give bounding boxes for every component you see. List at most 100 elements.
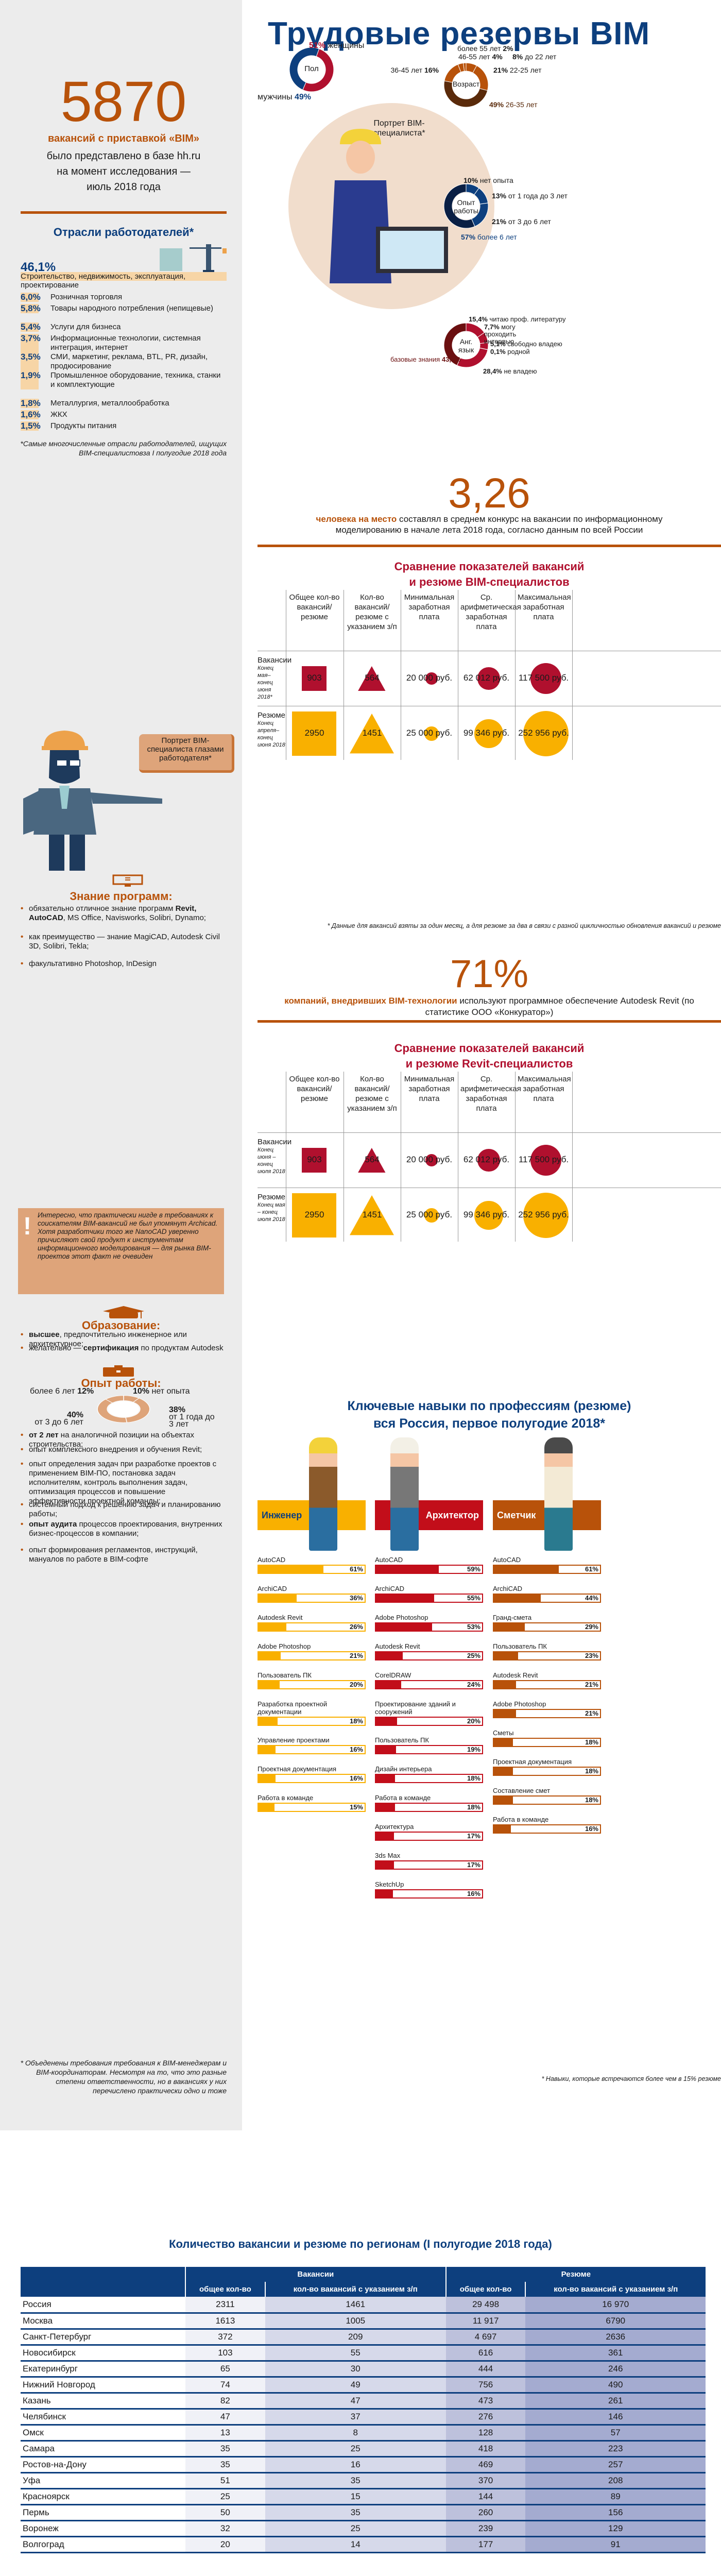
skill-pct: 55% — [467, 1594, 480, 1602]
compare-value: 117 500 руб. — [518, 1155, 569, 1164]
hero-number: 5870 — [60, 70, 187, 133]
skill-pct: 21% — [585, 1681, 598, 1688]
left-column — [0, 0, 242, 2130]
bullet-text: системный подход к решению задач и плани… — [29, 1500, 221, 1518]
compare-column-header: Общее кол-во вакансий/ резюме — [289, 593, 340, 621]
eng-fluent: 5,1% свободно владею — [490, 340, 562, 348]
region-row: Казань 82 47 473 261 — [21, 2393, 706, 2410]
region-value: 37 — [265, 2409, 446, 2426]
col-header: общее кол-во — [445, 2282, 526, 2297]
region-row: Красноярск 25 15 144 89 — [21, 2488, 706, 2505]
salary-count-triangle — [358, 1147, 386, 1173]
skill-label: ArchiCAD — [375, 1585, 405, 1592]
bullet-bold: высшее — [29, 1330, 60, 1339]
region-value: 257 — [525, 2456, 706, 2473]
skill-bar: 16% — [375, 1889, 483, 1899]
compare-value: 1451 — [362, 1210, 382, 1219]
region-row: Санкт-Петербург 372 209 4 697 2636 — [21, 2329, 706, 2346]
bullet-text: опыт определения задач при разработке пр… — [29, 1460, 217, 1505]
skill-label: ArchiCAD — [493, 1585, 523, 1592]
industry-item: 1,9% Промышленное оборудование, техника, … — [21, 371, 227, 389]
divider — [258, 545, 721, 547]
skill-item: AutoCAD 61% — [493, 1556, 601, 1574]
salary-circle — [530, 663, 561, 694]
skill-label: Autodesk Revit — [258, 1614, 303, 1621]
callout-box: ! Интересно, что практически нигде в тре… — [18, 1208, 224, 1294]
skill-bar-fill — [494, 1566, 559, 1573]
region-value: 25 — [265, 2441, 446, 2458]
region-value: 261 — [525, 2393, 706, 2410]
salary-circle — [523, 1193, 569, 1238]
skill-pct: 20% — [349, 1681, 363, 1688]
compare-column-header: Кол-во вакансий/резюме с указанием з/п — [347, 1075, 397, 1113]
region-name: Екатеринбург — [21, 2361, 185, 2378]
grid-line — [515, 1072, 516, 1242]
skill-bar-fill — [376, 1833, 394, 1840]
skill-bar: 25% — [375, 1651, 483, 1660]
region-name: Самара — [21, 2441, 185, 2458]
compare-value: 903 — [307, 673, 322, 683]
skill-bar: 18% — [375, 1774, 483, 1783]
region-value: 25 — [265, 2520, 446, 2537]
exp-3-6-label: 40% от 3 до 6 лет — [35, 1411, 83, 1427]
industry-label: Промышленное оборудование, техника, стан… — [50, 371, 221, 389]
region-row: Новосибирск 103 55 616 361 — [21, 2345, 706, 2362]
skill-item: Пользователь ПК 23% — [493, 1642, 601, 1660]
bullet-bold: сертификация — [83, 1344, 139, 1352]
industry-label: Услуги для бизнеса — [50, 323, 121, 331]
skill-label: Работа в команде — [258, 1794, 314, 1802]
region-name: Челябинск — [21, 2409, 185, 2426]
region-value: 35 — [185, 2456, 265, 2473]
compare-value: 99 346 руб. — [463, 1210, 510, 1219]
industry-label: Розничная торговля — [50, 293, 123, 301]
skill-label: Adobe Photoshop — [258, 1642, 311, 1650]
skill-bar-fill — [259, 1718, 278, 1725]
age-donut — [443, 62, 489, 108]
region-value: 223 — [525, 2441, 706, 2458]
region-name: Уфа — [21, 2472, 185, 2489]
skill-label: AutoCAD — [493, 1556, 521, 1564]
region-value: 8 — [265, 2425, 446, 2442]
industry-item: 1,6% ЖКХ — [21, 410, 227, 419]
exp-none: 10% нет опыта — [464, 176, 513, 184]
skill-label: AutoCAD — [258, 1556, 286, 1564]
bullet-item: опыт комплексного внедрения и обучения R… — [21, 1445, 224, 1454]
region-value: 246 — [525, 2361, 706, 2378]
region-value: 616 — [445, 2345, 526, 2362]
monitor-icon — [112, 874, 143, 888]
compare-title: Сравнение показателей вакансий и резюме B… — [394, 560, 585, 588]
regions-table: Вакансии Резюме общее кол-во кол-во вака… — [21, 2267, 706, 2553]
skill-bar-fill — [376, 1595, 435, 1602]
donut-segment — [443, 183, 475, 229]
col-header: кол-во вакансий с указанием з/п — [525, 2282, 706, 2297]
skill-bar-fill — [494, 1739, 513, 1746]
skill-label: Архитектура — [375, 1823, 414, 1831]
skill-bar-fill — [376, 1652, 403, 1659]
skill-bar: 24% — [375, 1680, 483, 1689]
region-value: 91 — [525, 2536, 706, 2553]
bullet-text: , MS Office, Navisworks, Solibri, Dynamo… — [63, 913, 206, 922]
compare-value: 252 956 руб. — [518, 1210, 569, 1219]
skill-bar: 16% — [258, 1745, 366, 1754]
compare-row-label: Вакансии Конец июня – конец июля 2018 — [258, 1138, 292, 1175]
skill-bar-fill — [494, 1652, 519, 1659]
region-value: 35 — [265, 2504, 446, 2521]
skill-bar: 17% — [375, 1860, 483, 1870]
education-title: Образование: — [81, 1319, 161, 1332]
skill-label: Работа в команде — [493, 1816, 549, 1823]
skill-item: Autodesk Revit 21% — [493, 1671, 601, 1689]
skill-bar: 53% — [375, 1622, 483, 1632]
skill-pct: 21% — [585, 1709, 598, 1717]
skill-label: Autodesk Revit — [493, 1671, 538, 1679]
region-name: Москва — [21, 2313, 185, 2330]
region-value: 2636 — [525, 2329, 706, 2346]
industry-pct: 3,7% — [21, 334, 50, 352]
skill-bar-fill — [494, 1681, 517, 1688]
revit-share-text: компаний, внедривших BIM-технологии испо… — [284, 996, 694, 1017]
skill-label: Проектная документация — [258, 1765, 337, 1773]
region-value: 276 — [445, 2409, 526, 2426]
skill-label: Adobe Photoshop — [493, 1700, 546, 1708]
skill-bar-fill — [376, 1566, 439, 1573]
region-value: 361 — [525, 2345, 706, 2362]
count-square — [302, 666, 327, 691]
